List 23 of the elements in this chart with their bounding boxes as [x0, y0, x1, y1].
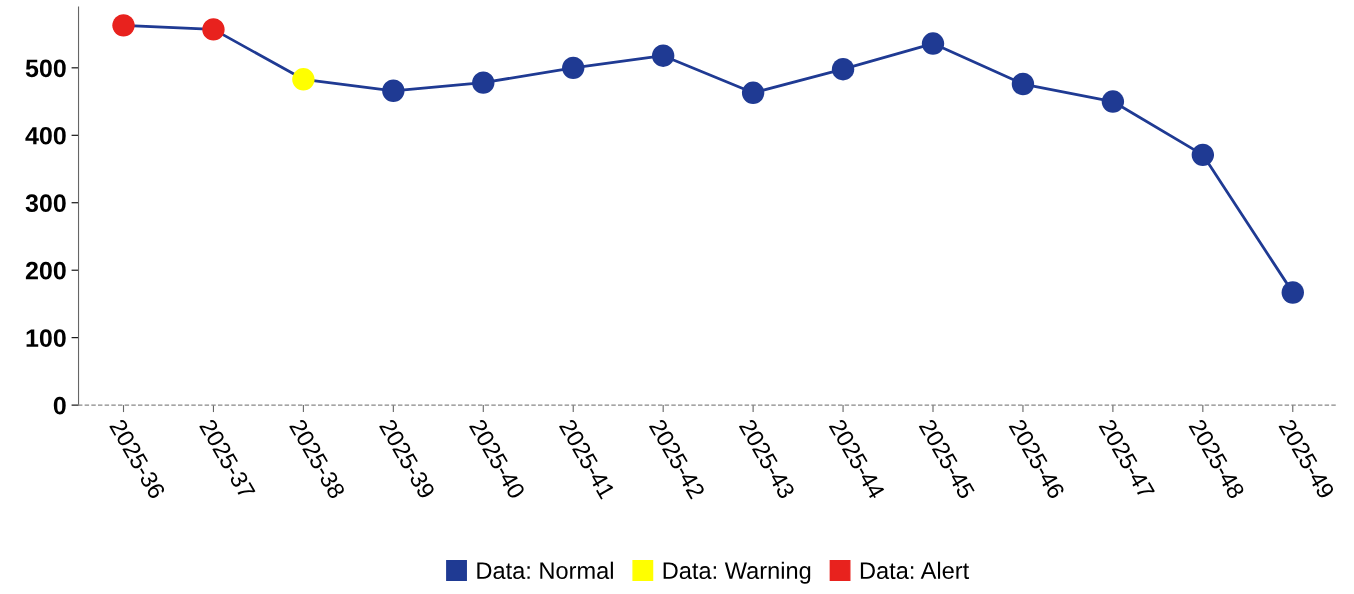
legend-label: Data: Normal [477, 561, 613, 580]
y-tick-label: 300 [25, 194, 66, 213]
point [292, 68, 315, 91]
point [741, 81, 765, 104]
legend-label: Data: Warning [663, 561, 811, 584]
point [472, 71, 495, 94]
point [1101, 90, 1125, 113]
point [562, 56, 585, 80]
y-tick-label: 200 [25, 261, 66, 280]
point [202, 18, 225, 41]
point [112, 14, 135, 37]
point [1281, 281, 1304, 304]
point [1011, 72, 1035, 96]
y-tick-label: 500 [25, 59, 66, 78]
point [651, 44, 675, 67]
y-tick-label: 0 [53, 396, 66, 415]
y-tick-label: 100 [26, 329, 66, 347]
point [831, 57, 855, 81]
point [1191, 143, 1215, 167]
point [382, 79, 405, 102]
legend-label: Data: Alert [860, 561, 970, 580]
y-tick-label: 400 [25, 126, 66, 145]
point [921, 32, 945, 55]
